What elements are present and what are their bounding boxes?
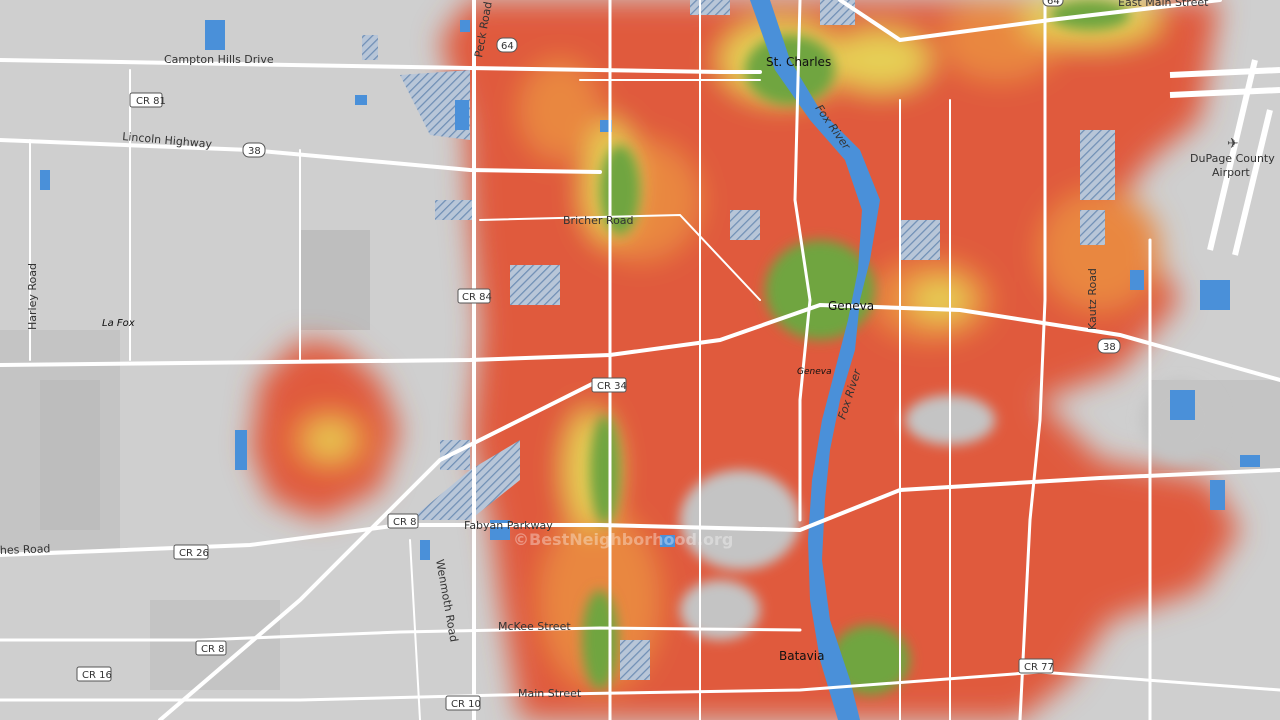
- svg-text:64: 64: [501, 41, 514, 52]
- svg-text:64: 64: [1047, 0, 1060, 7]
- road-label-harley: Harley Road: [26, 263, 39, 330]
- shield-cr10: CR 10: [445, 695, 481, 711]
- town-label-batavia: Batavia: [779, 649, 824, 663]
- airport-label-line1: DuPage County: [1190, 152, 1275, 165]
- shield-cr34: CR 34: [591, 377, 627, 393]
- water-features: [40, 0, 1260, 720]
- road-label-kautz: Kautz Road: [1086, 268, 1099, 330]
- town-label-la-fox: La Fox: [102, 318, 135, 329]
- airport-runways: [1169, 59, 1280, 256]
- airport-label: DuPage County Airport: [1190, 152, 1278, 179]
- shield-cr8-center: CR 8: [387, 513, 419, 529]
- svg-text:CR 84: CR 84: [462, 292, 492, 303]
- airport-icon: ✈: [1227, 136, 1239, 152]
- svg-text:CR 8: CR 8: [201, 644, 224, 655]
- road-label-fabyan: Fabyan Parkway: [464, 519, 553, 532]
- road-label-bricher: Bricher Road: [563, 214, 634, 227]
- shield-cr16: CR 16: [76, 666, 112, 682]
- road-label-mckee: McKee Street: [498, 620, 571, 633]
- shield-rt38-east: 38: [1097, 338, 1121, 354]
- road-label-main: Main Street: [518, 687, 582, 700]
- airport-label-line2: Airport: [1212, 166, 1250, 179]
- svg-text:CR 77: CR 77: [1024, 662, 1054, 673]
- road-label-campton-hills: Campton Hills Drive: [164, 53, 274, 66]
- watermark: ©BestNeighborhood.org: [513, 530, 733, 549]
- shield-rt64-right: 64: [1042, 0, 1064, 7]
- shield-cr84: CR 84: [457, 288, 492, 304]
- shield-rt38-west: 38: [242, 142, 266, 158]
- road-label-hughes: hes Road: [0, 542, 51, 557]
- svg-text:38: 38: [248, 146, 261, 157]
- shield-cr77: CR 77: [1018, 658, 1054, 674]
- svg-text:CR 16: CR 16: [82, 670, 112, 681]
- town-label-geneva-small: Geneva: [797, 367, 832, 377]
- fox-river: [750, 0, 880, 720]
- svg-text:CR 26: CR 26: [179, 548, 209, 559]
- town-label-geneva: Geneva: [828, 299, 874, 313]
- svg-text:CR 8: CR 8: [393, 517, 416, 528]
- shield-cr26: CR 26: [173, 544, 209, 560]
- shield-cr81: CR 81: [129, 92, 166, 108]
- svg-text:CR 34: CR 34: [597, 381, 627, 392]
- town-label-st-charles: St. Charles: [766, 55, 831, 69]
- svg-text:38: 38: [1103, 342, 1116, 353]
- shield-rt64-top: 64: [496, 37, 518, 53]
- svg-text:CR 81: CR 81: [136, 96, 166, 107]
- road-label-east-main: East Main Street: [1118, 0, 1209, 9]
- shield-cr8-low: CR 8: [195, 640, 227, 656]
- park-areas: [362, 0, 1115, 680]
- svg-text:CR 10: CR 10: [451, 699, 481, 710]
